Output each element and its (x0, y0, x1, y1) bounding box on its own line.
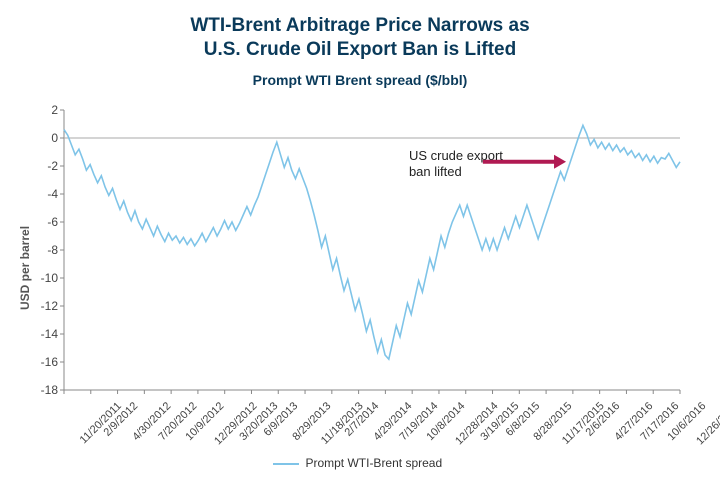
y-tick: -6 (28, 215, 58, 229)
y-tick: -16 (28, 355, 58, 369)
annotation-line1: US crude export (409, 148, 503, 163)
y-tick: 0 (28, 131, 58, 145)
legend: Prompt WTI-Brent spread (273, 456, 442, 470)
y-tick: 2 (28, 103, 58, 117)
legend-label: Prompt WTI-Brent spread (305, 456, 442, 470)
annotation-text: US crude export ban lifted (409, 148, 503, 179)
y-tick: -10 (28, 271, 58, 285)
y-tick: -8 (28, 243, 58, 257)
y-tick: -18 (28, 383, 58, 397)
y-tick: -14 (28, 327, 58, 341)
y-tick: -2 (28, 159, 58, 173)
y-tick: -12 (28, 299, 58, 313)
y-tick: -4 (28, 187, 58, 201)
legend-swatch (273, 463, 299, 465)
annotation-line2: ban lifted (409, 164, 462, 179)
